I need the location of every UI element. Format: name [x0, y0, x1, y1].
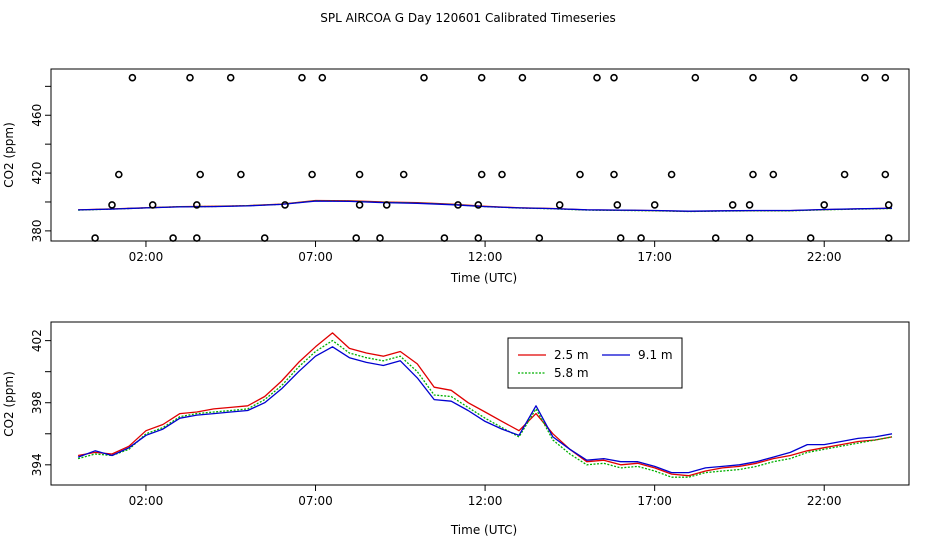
legend-label-5-8m: 5.8 m [554, 366, 589, 380]
y-tick-label: 460 [30, 104, 44, 127]
series-line-5-8-m [77, 339, 893, 478]
calibration-point [474, 234, 483, 242]
calibration-point [237, 170, 245, 179]
bottom-x-axis-label: Time (UTC) [450, 523, 517, 537]
top-y-axis-label: CO2 (ppm) [2, 122, 16, 188]
calibration-point [881, 170, 890, 179]
calibration-point [169, 234, 177, 242]
calibration-point [861, 73, 869, 82]
calibration-point [535, 234, 544, 242]
y-tick-label: 380 [30, 219, 44, 242]
calibration-point [193, 201, 201, 209]
calibration-point [749, 73, 757, 82]
calibration-point [91, 234, 99, 242]
calibration-point [745, 234, 754, 242]
y-tick-label: 402 [30, 329, 44, 352]
x-tick-label: 02:00 [129, 494, 164, 508]
x-tick-label: 12:00 [468, 494, 503, 508]
x-tick-label: 02:00 [129, 250, 164, 264]
legend: 2.5 m 5.8 m 9.1 m [507, 337, 683, 389]
calibration-point [186, 73, 194, 82]
x-tick-label: 07:00 [298, 250, 333, 264]
bottom-panel: 02:00 07:00 12:00 17:00 22:00 394 398 402 Time … [2, 321, 910, 537]
x-tick-label: 12:00 [468, 250, 503, 264]
calibration-point [806, 234, 815, 242]
calibration-point [881, 73, 890, 82]
calibration-point [108, 201, 116, 209]
y-tick-label: 398 [30, 391, 44, 414]
calibration-point [352, 234, 361, 242]
x-tick-label: 22:00 [807, 250, 842, 264]
y-tick-label: 420 [30, 162, 44, 185]
calibration-point [593, 73, 601, 82]
calibration-point [749, 170, 757, 179]
calibration-point [477, 170, 486, 179]
calibration-point [376, 234, 384, 242]
calibration-point [298, 73, 306, 82]
calibration-point [440, 234, 449, 242]
calibration-point [769, 170, 778, 179]
series-line-2-5-m [77, 332, 893, 477]
bottom-y-axis-label: CO2 (ppm) [2, 371, 16, 437]
bottom-plot-frame [50, 321, 910, 486]
top-data-marks [78, 73, 893, 242]
y-tick-label: 394 [30, 453, 44, 476]
calibration-point [667, 170, 676, 179]
calibration-point [745, 201, 754, 209]
calibration-point [498, 170, 506, 179]
x-tick-label: 17:00 [637, 250, 672, 264]
bottom-axis-ticks: 02:00 07:00 12:00 17:00 22:00 394 398 402 [30, 329, 842, 508]
top-axis-ticks: 02:00 07:00 12:00 17:00 22:00 380 420 460 [30, 85, 842, 264]
series-line-9-1-m [77, 346, 893, 474]
calibration-point [728, 201, 737, 209]
calibration-point [382, 201, 391, 209]
legend-box [507, 337, 683, 389]
calibration-point [355, 170, 364, 179]
calibration-point [691, 73, 700, 82]
calibration-point [884, 201, 893, 209]
calibration-point [399, 170, 408, 179]
calibration-point [477, 73, 486, 82]
legend-label-2-5m: 2.5 m [554, 348, 589, 362]
calibration-point [555, 201, 564, 209]
calibration-point [420, 73, 428, 82]
x-tick-label: 17:00 [637, 494, 672, 508]
calibration-point [281, 201, 289, 209]
calibration-point [318, 73, 327, 82]
calibration-point [610, 73, 618, 82]
x-tick-label: 22:00 [807, 494, 842, 508]
bottom-data-marks [77, 332, 893, 478]
calibration-point [820, 201, 829, 209]
x-tick-label: 07:00 [298, 494, 333, 508]
top-panel: 02:00 07:00 12:00 17:00 22:00 380 420 460 Time … [2, 68, 910, 285]
calibration-point [518, 73, 527, 82]
calibration-point [613, 201, 622, 209]
calibration-point [355, 201, 364, 209]
series-line-9-1-m [78, 200, 893, 212]
calibration-point [308, 170, 316, 179]
calibration-point [884, 234, 893, 242]
calibration-point [148, 201, 157, 209]
top-plot-frame [50, 68, 910, 242]
calibration-point [576, 170, 584, 179]
figure-title: SPL AIRCOA G Day 120601 Calibrated Times… [320, 11, 615, 25]
calibration-point [454, 201, 462, 209]
legend-label-9-1m: 9.1 m [638, 348, 673, 362]
calibration-point [637, 234, 645, 242]
calibration-point [789, 73, 798, 82]
calibration-point [474, 201, 483, 209]
top-x-axis-label: Time (UTC) [450, 271, 517, 285]
calibration-point [616, 234, 625, 242]
calibration-point [115, 170, 123, 179]
calibration-point [610, 170, 618, 179]
calibration-point [196, 170, 204, 179]
calibration-point [711, 234, 720, 242]
calibration-point [650, 201, 659, 209]
calibration-point [226, 73, 235, 82]
calibration-point [840, 170, 849, 179]
calibration-point [193, 234, 201, 242]
calibration-point [128, 73, 137, 82]
calibration-point [260, 234, 269, 242]
